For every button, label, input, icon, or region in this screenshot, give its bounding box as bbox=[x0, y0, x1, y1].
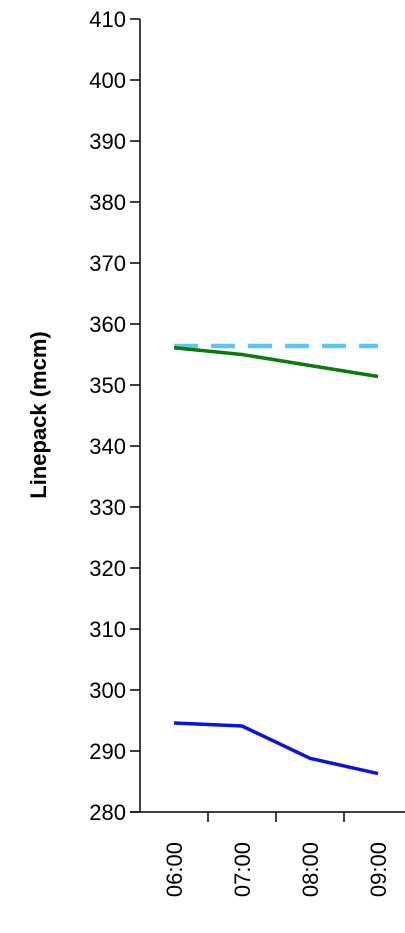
y-tick-label: 350 bbox=[89, 373, 126, 398]
y-tick-label: 360 bbox=[89, 312, 126, 337]
x-axis: 06:00 07:00 08:00 09:00 bbox=[130, 811, 405, 897]
y-tick-label: 320 bbox=[89, 556, 126, 581]
y-tick-label: 380 bbox=[89, 190, 126, 215]
y-tick-label: 410 bbox=[89, 7, 126, 32]
y-tick-label: 340 bbox=[89, 434, 126, 459]
series-line-3 bbox=[173, 721, 379, 776]
y-axis: 280 290 300 310 320 330 340 350 360 370 380 390 400 4… bbox=[89, 7, 141, 825]
y-tick-label: 280 bbox=[89, 800, 126, 825]
x-tick-label: 06:00 bbox=[162, 842, 187, 897]
series-layer bbox=[173, 343, 379, 776]
y-axis-title: Linepack (mcm) bbox=[26, 331, 51, 499]
x-tick-label: 09:00 bbox=[366, 842, 391, 897]
y-tick-label: 290 bbox=[89, 739, 126, 764]
y-tick-label: 400 bbox=[89, 68, 126, 93]
y-tick-label: 370 bbox=[89, 251, 126, 276]
x-tick-label: 07:00 bbox=[230, 842, 255, 897]
x-tick-label: 08:00 bbox=[298, 842, 323, 897]
y-tick-label: 300 bbox=[89, 678, 126, 703]
y-tick-label: 310 bbox=[89, 617, 126, 642]
y-tick-label: 390 bbox=[89, 129, 126, 154]
series-line-2 bbox=[173, 346, 379, 379]
y-tick-label: 330 bbox=[89, 495, 126, 520]
